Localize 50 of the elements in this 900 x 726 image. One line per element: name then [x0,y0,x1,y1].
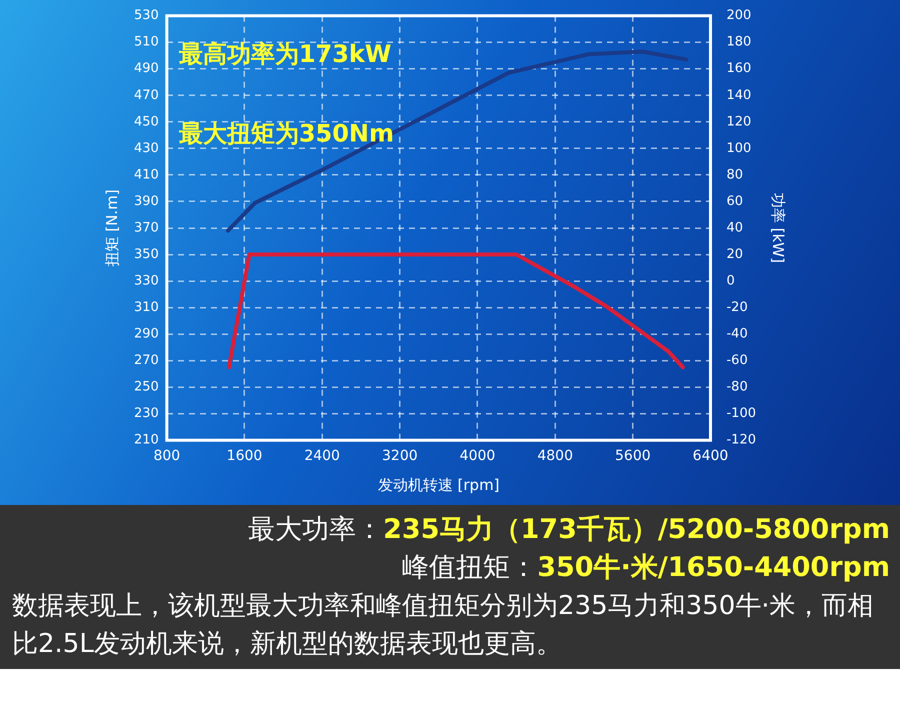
y-tick-label: 250 [134,380,159,395]
y2-tick-label: 180 [726,34,752,50]
y-tick-label: 490 [134,61,159,76]
y2-axis-title: 功率 [kW] [769,193,788,263]
y2-tick-label: 0 [726,273,735,288]
y2-tick-label: -120 [726,432,756,448]
y-tick-label: 390 [134,194,159,209]
y-tick-label: 530 [134,8,159,24]
annotation: 最大扭矩为350Nm [178,119,394,148]
y2-tick-label: 200 [726,8,752,24]
y2-tick-label: -80 [726,380,748,395]
x-tick-label: 1600 [226,448,262,464]
y-tick-label: 210 [134,432,159,448]
x-tick-label: 4800 [537,448,573,464]
text: 最大功率：235马力（173千瓦）/5200-5800rpm [248,514,890,545]
y2-tick-label: 120 [726,114,752,130]
y-tick-label: 470 [134,88,159,103]
text: 峰值扭矩：350牛·米/1650-4400rpm [402,552,890,583]
y-tick-label: 270 [134,353,159,368]
y-axis-title: 扭矩 [N.m] [102,189,121,267]
y2-tick-label: 40 [726,220,744,236]
y-tick-label: 410 [134,167,159,182]
y-tick-label: 450 [134,114,159,130]
y-tick-label: 230 [134,406,159,422]
y2-tick-label: 100 [726,140,752,156]
y2-tick-label: 80 [726,167,744,182]
y-tick-label: 430 [134,140,159,156]
y2-tick-label: -20 [726,300,748,315]
y-tick-label: 350 [134,246,159,262]
y2-tick-label: -100 [726,406,756,422]
x-tick-label: 6400 [692,448,728,464]
y-tick-label: 310 [134,300,159,315]
annotation: 最高功率为173kW [178,40,392,68]
y2-tick-label: -40 [726,326,748,342]
y2-tick-label: 20 [726,246,744,262]
x-tick-label: 800 [153,448,180,464]
y-tick-label: 290 [134,326,159,342]
y-tick-label: 330 [134,273,159,288]
y2-tick-label: 160 [726,61,752,76]
x-tick-label: 3200 [382,448,418,464]
y-tick-label: 510 [134,34,159,50]
y2-tick-label: -60 [726,353,748,368]
text: 数据表现上，该机型最大功率和峰值扭矩分别为235马力和350牛·米，而相比2.5L发动机来说，新机型的数据表现也更高。 [12,590,875,661]
y-tick-label: 370 [134,220,159,236]
y2-tick-label: 140 [726,88,752,103]
y2-tick-label: 60 [726,194,744,209]
x-tick-label: 2400 [304,448,340,464]
x-axis-title: 发动机转速 [rpm] [378,476,500,494]
x-tick-label: 5600 [615,448,651,464]
x-tick-label: 4000 [460,448,496,464]
